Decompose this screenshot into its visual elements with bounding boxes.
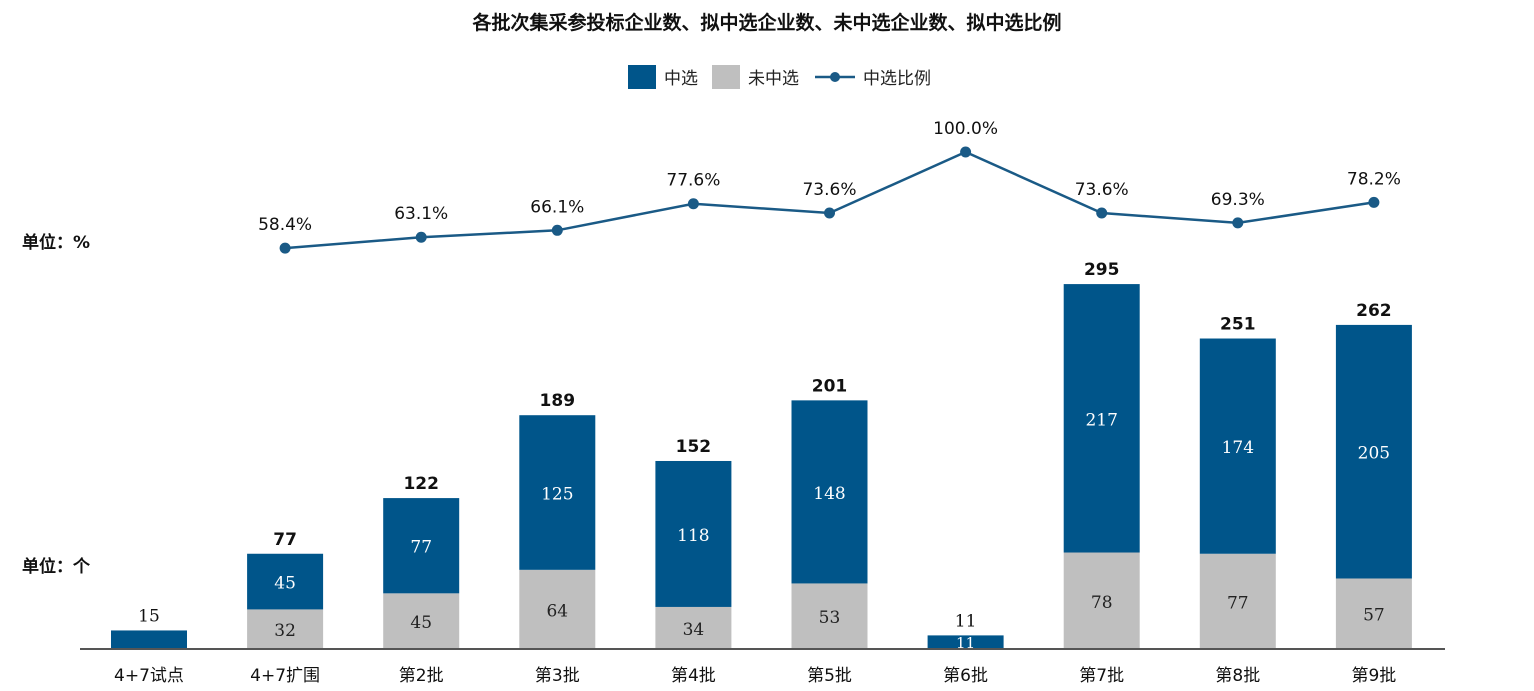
ratio-point <box>960 146 972 158</box>
unit-label-percent: 单位：% <box>22 233 91 253</box>
ratio-point <box>415 231 427 243</box>
bar-label-selected: 205 <box>1358 444 1390 464</box>
bar-label-unselected: 34 <box>683 620 705 640</box>
bar-label-selected: 77 <box>410 538 432 558</box>
bar-total-label: 152 <box>676 437 712 457</box>
bar-unselected <box>1335 578 1412 649</box>
bar-total-label: 77 <box>273 530 297 550</box>
ratio-label: 78.2% <box>1347 169 1401 189</box>
ratio-label: 73.6% <box>1075 180 1129 200</box>
bar-total-label: 251 <box>1220 315 1256 335</box>
bar-label-unselected: 64 <box>546 601 568 621</box>
x-tick-label: 第3批 <box>535 666 580 686</box>
legend-label: 中选比例 <box>863 69 931 89</box>
bar-label-selected: 11 <box>956 634 975 652</box>
bar-unselected <box>655 606 732 649</box>
legend-item-unselected: 未中选 <box>712 64 799 89</box>
bar-unselected <box>791 583 868 649</box>
ratio-point <box>1232 217 1244 229</box>
bar-total-label: 189 <box>540 391 576 411</box>
ratio-label: 73.6% <box>802 180 856 200</box>
unit-label-count: 单位：个 <box>22 557 90 577</box>
bar-unselected <box>519 569 596 649</box>
bar-label-unselected: 77 <box>1227 593 1249 613</box>
legend-label: 未中选 <box>748 69 799 89</box>
bar-unselected <box>1063 552 1140 649</box>
x-tick-label: 第8批 <box>1215 666 1260 686</box>
x-tick-label: 第2批 <box>399 666 444 686</box>
legend-item-selected: 中选 <box>628 64 698 89</box>
bar-selected <box>655 460 732 607</box>
chart-title: 各批次集采参投标企业数、拟中选企业数、未中选企业数、拟中选比例 <box>472 12 1062 34</box>
ratio-label: 58.4% <box>258 215 312 235</box>
x-tick-label: 第4批 <box>671 666 716 686</box>
x-tick-label: 第7批 <box>1079 666 1124 686</box>
bar-label-unselected: 45 <box>410 613 432 633</box>
bar-label-selected: 217 <box>1085 410 1117 430</box>
bar-label-selected: 118 <box>677 526 709 546</box>
bar-total-label: 11 <box>955 611 977 631</box>
bar-total-label: 15 <box>138 606 160 626</box>
bar-label-selected: 174 <box>1222 438 1254 458</box>
ratio-point <box>824 207 835 219</box>
bar-selected <box>927 635 1004 649</box>
bar-selected <box>1199 338 1276 554</box>
bar-label-unselected: 32 <box>274 621 296 641</box>
bar-unselected <box>1199 553 1276 649</box>
bar-total-label: 262 <box>1356 301 1392 321</box>
x-tick-label: 第5批 <box>807 666 852 686</box>
x-tick-label: 第9批 <box>1351 666 1396 686</box>
ratio-label: 100.0% <box>933 119 998 139</box>
bar-label-selected: 125 <box>541 485 573 505</box>
ratio-label: 77.6% <box>666 171 720 191</box>
ratio-point <box>1368 196 1380 208</box>
bar-selected <box>1335 324 1412 579</box>
legend-swatch <box>712 64 740 89</box>
ratio-point <box>279 242 291 254</box>
bar-label-unselected: 78 <box>1091 593 1113 613</box>
ratio-point <box>1096 207 1108 219</box>
bar-selected <box>791 400 868 584</box>
ratio-label: 69.3% <box>1211 190 1265 210</box>
x-tick-label: 4+7扩围 <box>250 666 320 686</box>
legend: 中选 未中选 中选比例 <box>628 64 945 89</box>
bar-unselected <box>383 593 460 649</box>
bar-selected <box>519 415 596 570</box>
ratio-point <box>551 224 563 236</box>
bar-selected <box>1063 284 1140 553</box>
bar-selected <box>247 553 324 610</box>
bar-selected <box>383 498 460 594</box>
bar-unselected <box>247 609 324 649</box>
ratio-label: 66.1% <box>530 197 584 217</box>
legend-label: 中选 <box>664 69 698 89</box>
bar-total-label: 295 <box>1084 260 1120 280</box>
bar-label-unselected: 57 <box>1363 606 1385 626</box>
bar-total-label: 201 <box>812 376 848 396</box>
bar-label-selected: 45 <box>274 574 296 594</box>
bar-label-unselected: 53 <box>819 608 841 628</box>
bar-label-selected: 148 <box>813 484 845 504</box>
x-tick-label: 4+7试点 <box>114 666 184 686</box>
bar-total-label: 122 <box>403 474 439 494</box>
x-tick-label: 第6批 <box>943 666 988 686</box>
legend-line-marker <box>815 71 855 82</box>
ratio-label: 63.1% <box>394 204 448 224</box>
ratio-point <box>687 198 699 210</box>
bar-selected <box>111 630 187 649</box>
legend-swatch <box>628 64 656 89</box>
legend-item-ratio: 中选比例 <box>813 64 931 89</box>
